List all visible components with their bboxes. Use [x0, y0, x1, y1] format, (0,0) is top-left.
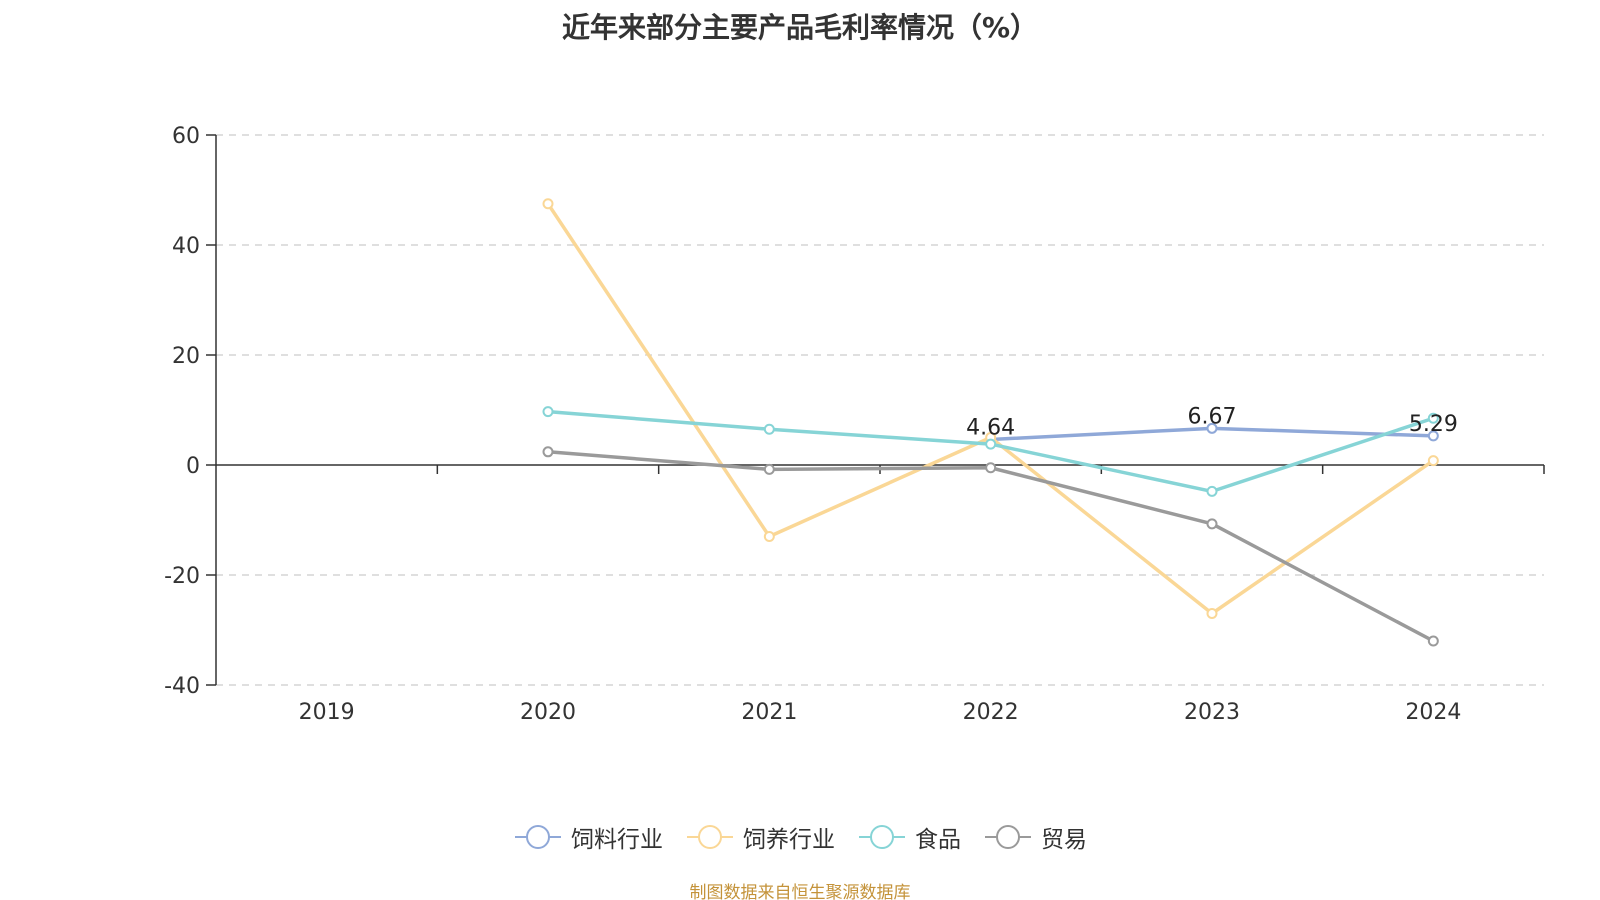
y-tick-label: -20	[164, 564, 200, 589]
series-line	[546, 450, 1436, 643]
x-tick-label: 2022	[963, 700, 1019, 725]
x-tick-label: 2024	[1405, 700, 1461, 725]
data-point[interactable]	[1427, 635, 1439, 647]
grid-layer	[216, 134, 1544, 686]
data-point[interactable]	[1206, 608, 1218, 619]
series-line	[546, 202, 1436, 616]
series-1	[542, 198, 1439, 619]
data-point[interactable]	[1206, 422, 1218, 434]
y-tick-label: 60	[172, 124, 200, 149]
y-tick-label: 0	[186, 454, 200, 479]
legend: 饲料行业 饲养行业 食品 贸易	[0, 820, 1600, 854]
data-point[interactable]	[985, 462, 997, 474]
data-label: 6.67	[1188, 404, 1237, 429]
x-tick-label: 2020	[520, 700, 576, 725]
legend-line-circle-icon	[515, 825, 561, 849]
series-layer	[542, 198, 1439, 647]
legend-item-2[interactable]: 食品	[857, 820, 961, 854]
source-note: 制图数据来自恒生聚源数据库	[689, 883, 911, 900]
series-2	[542, 406, 1439, 497]
data-point[interactable]	[1427, 455, 1439, 467]
data-point[interactable]	[1427, 412, 1439, 424]
legend-label: 贸易	[1041, 827, 1087, 853]
y-tick-label: 40	[172, 234, 200, 259]
y-tick-label: 20	[172, 344, 200, 369]
x-tick-label: 2021	[741, 700, 797, 725]
legend-item-3[interactable]: 贸易	[983, 820, 1087, 854]
chart-title: 近年来部分主要产品毛利率情况（%）	[561, 11, 1039, 44]
legend-label: 食品	[915, 827, 961, 853]
y-tick-label: -40	[164, 674, 200, 699]
data-point[interactable]	[763, 423, 775, 435]
x-tick-label: 2019	[299, 700, 355, 725]
data-label: 5.29	[1409, 412, 1458, 437]
series-3	[542, 446, 1439, 647]
x-tick-label: 2023	[1184, 700, 1240, 725]
data-point[interactable]	[985, 438, 997, 450]
data-point[interactable]	[763, 531, 775, 542]
legend-label: 饲料行业	[571, 827, 663, 853]
data-point[interactable]	[763, 463, 775, 475]
data-point[interactable]	[1427, 430, 1439, 442]
data-point[interactable]	[1206, 485, 1218, 497]
legend-line-circle-icon	[985, 825, 1031, 849]
data-point[interactable]	[1206, 518, 1218, 530]
data-point[interactable]	[542, 446, 554, 458]
axis-layer: 60 40 20 0 -20 -40 2019 2020 2021 2022 2023 2024	[164, 124, 1545, 725]
legend-item-0[interactable]: 饲料行业	[513, 820, 663, 854]
label-layer: 4.64 6.67 5.29	[966, 404, 1458, 440]
data-label: 4.64	[966, 415, 1015, 440]
data-point[interactable]	[542, 198, 554, 210]
legend-label: 饲养行业	[743, 827, 835, 853]
legend-item-1[interactable]: 饲养行业	[685, 820, 835, 854]
legend-line-circle-icon	[687, 825, 733, 849]
legend-line-circle-icon	[859, 825, 905, 849]
data-point[interactable]	[542, 406, 554, 418]
